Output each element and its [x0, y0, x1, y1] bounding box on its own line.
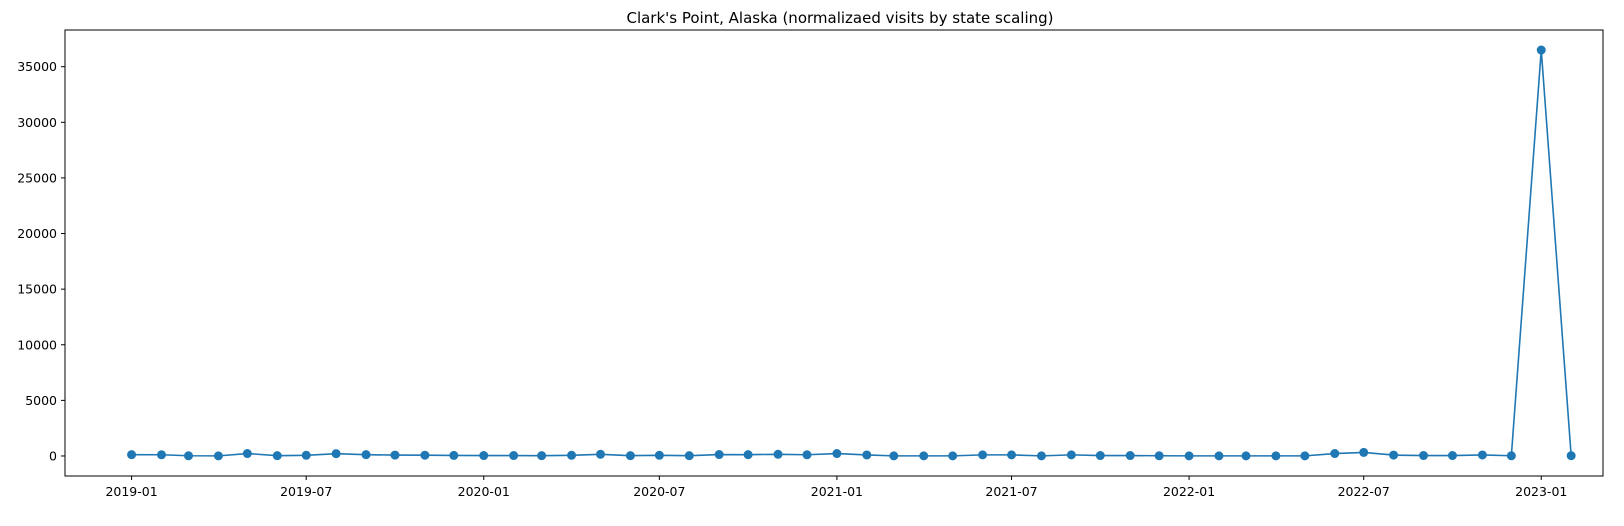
data-point	[1271, 451, 1281, 461]
data-point	[1330, 449, 1340, 459]
data-point	[743, 450, 753, 460]
series-line	[131, 49, 1572, 457]
data-point	[1359, 447, 1369, 457]
data-point	[1214, 451, 1224, 461]
y-tick-label: 25000	[17, 170, 57, 185]
data-point	[1389, 450, 1399, 460]
data-point	[390, 450, 400, 460]
y-tick-label: 10000	[17, 337, 57, 352]
data-point	[1419, 451, 1429, 461]
x-tick-label: 2020-01	[458, 484, 510, 499]
data-point	[625, 451, 635, 461]
x-tick-label: 2023-01	[1515, 484, 1567, 499]
x-tick-label: 2021-07	[985, 484, 1037, 499]
y-tick-label: 35000	[17, 59, 57, 74]
data-point	[1066, 450, 1076, 460]
data-point	[802, 450, 812, 460]
x-tick-label: 2020-07	[633, 484, 685, 499]
data-point	[684, 451, 694, 461]
data-point	[889, 451, 899, 461]
data-point	[919, 451, 929, 461]
axes: 0 5000 10000 15000 20000 25000 30000 35000 2019-…	[17, 59, 1567, 499]
data-point	[1506, 451, 1516, 461]
x-tick-label: 2022-01	[1163, 484, 1215, 499]
data-point	[331, 449, 341, 459]
data-point	[1154, 451, 1164, 461]
data-point	[213, 451, 223, 461]
data-point	[1184, 451, 1194, 461]
x-tick-label: 2019-01	[105, 484, 157, 499]
plot-area-frame	[64, 29, 1604, 477]
data-point	[479, 451, 489, 461]
data-point	[1536, 45, 1546, 55]
data-point	[1125, 451, 1135, 461]
data-point	[773, 449, 783, 459]
data-point	[567, 450, 577, 460]
data-point	[1477, 450, 1487, 460]
data-point	[654, 450, 664, 460]
x-tick-label: 2019-07	[280, 484, 332, 499]
y-tick-label: 20000	[17, 226, 57, 241]
data-point	[127, 450, 137, 460]
data-point	[184, 451, 193, 461]
data-point	[361, 450, 371, 460]
data-point	[1566, 451, 1576, 461]
data-point	[832, 449, 842, 459]
data-point	[509, 451, 519, 461]
data-point	[862, 450, 872, 460]
data-point	[714, 450, 724, 460]
data-point	[1007, 450, 1017, 460]
data-point	[537, 451, 547, 461]
data-point	[301, 450, 311, 460]
data-point	[420, 450, 430, 460]
plot-series	[127, 45, 1576, 461]
data-point	[1095, 451, 1105, 461]
y-tick-label: 15000	[17, 282, 57, 297]
data-point	[156, 450, 166, 460]
data-point	[1300, 451, 1310, 461]
data-point	[596, 449, 605, 459]
y-tick-label: 30000	[17, 115, 57, 130]
y-tick-label: 5000	[25, 393, 57, 408]
data-point	[449, 450, 459, 460]
x-tick-label: 2022-07	[1338, 484, 1390, 499]
data-point	[1036, 451, 1046, 461]
data-point	[272, 451, 282, 461]
chart-title: Clark's Point, Alaska (normalizaed visit…	[626, 9, 1053, 27]
data-point	[1447, 451, 1457, 461]
x-tick-label: 2021-01	[811, 484, 863, 499]
y-tick-label: 0	[49, 448, 57, 463]
data-point	[242, 449, 252, 459]
data-point	[978, 450, 988, 460]
data-point	[948, 451, 958, 461]
data-point	[1241, 451, 1251, 461]
